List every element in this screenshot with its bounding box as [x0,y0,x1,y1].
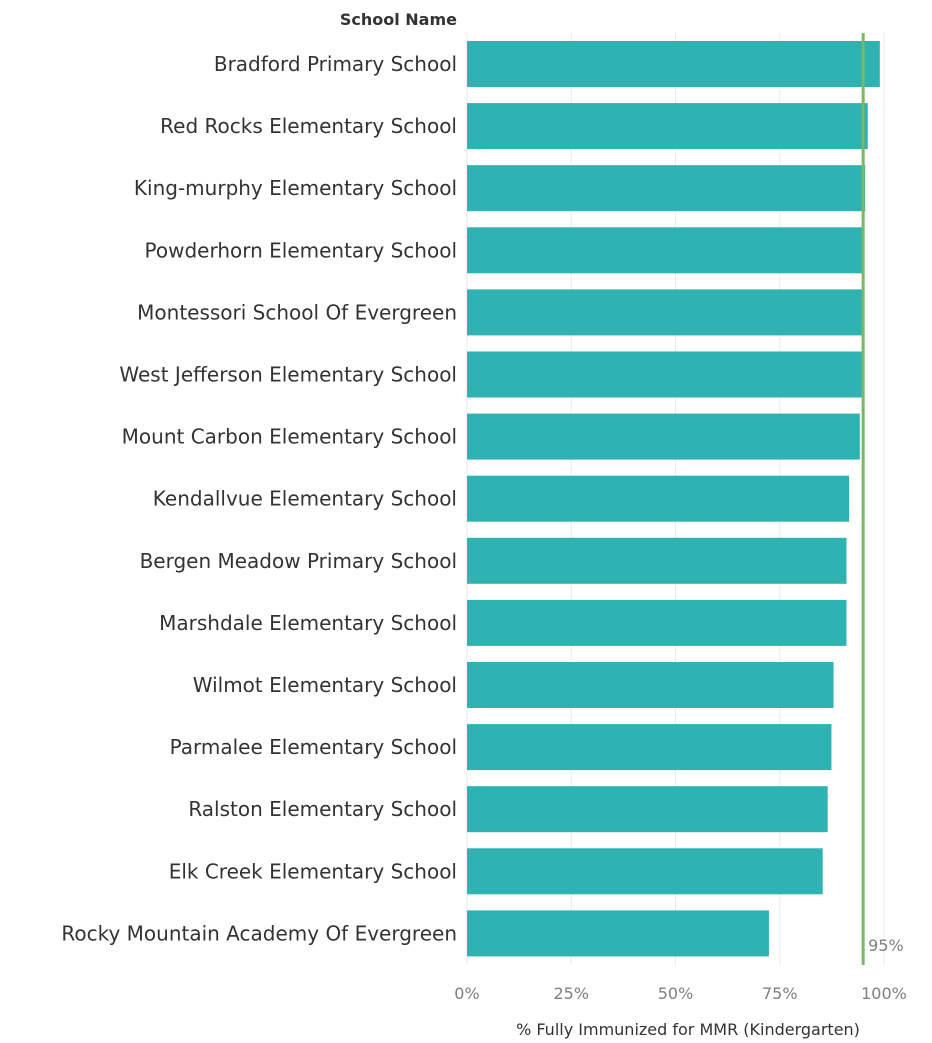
x-axis-title: % Fully Immunized for MMR (Kindergarten) [516,1020,860,1039]
category-label: Elk Creek Elementary School [169,859,457,883]
bar-4[interactable] [467,289,865,336]
category-label: West Jefferson Elementary School [119,363,457,387]
x-axis-ticks: 0% 25% 50% 75% 100% [454,984,907,1003]
category-label: Mount Carbon Elementary School [122,425,457,449]
category-label: Bradford Primary School [214,52,457,76]
bar-3[interactable] [467,227,865,274]
category-label: Rocky Mountain Academy Of Evergreen [61,921,457,945]
bar-1[interactable] [467,103,868,150]
bars [467,41,880,957]
x-tick-label: 25% [553,984,589,1003]
x-tick-label: 100% [861,984,907,1003]
category-label: Montessori School Of Evergreen [137,300,457,324]
category-labels: Bradford Primary School Red Rocks Element… [61,52,457,945]
bar-10[interactable] [467,662,834,708]
category-label: Powderhorn Elementary School [145,238,458,262]
reference-line-label: 95% [868,936,904,955]
reference-line-group: 95% [861,33,904,965]
bar-0[interactable] [467,41,880,87]
bar-5[interactable] [467,351,864,398]
category-label: Ralston Elementary School [188,797,457,821]
bar-12[interactable] [467,786,828,833]
bar-14[interactable] [467,910,769,957]
category-label: Kendallvue Elementary School [153,487,457,511]
bar-11[interactable] [467,724,832,771]
bar-6[interactable] [467,413,860,460]
category-label: Parmalee Elementary School [170,735,457,759]
category-label: Marshdale Elementary School [159,611,457,635]
category-label: King-murphy Elementary School [134,176,457,200]
bar-8[interactable] [467,537,847,584]
x-tick-label: 75% [762,984,798,1003]
bar-13[interactable] [467,848,823,895]
category-label: Red Rocks Elementary School [160,114,457,138]
bar-2[interactable] [467,165,866,212]
x-tick-label: 0% [454,984,479,1003]
category-label: Bergen Meadow Primary School [140,549,457,573]
row-header: School Name [340,10,457,29]
category-label: Wilmot Elementary School [193,673,457,697]
x-tick-label: 50% [658,984,694,1003]
bar-7[interactable] [467,475,849,522]
bar-9[interactable] [467,599,847,646]
